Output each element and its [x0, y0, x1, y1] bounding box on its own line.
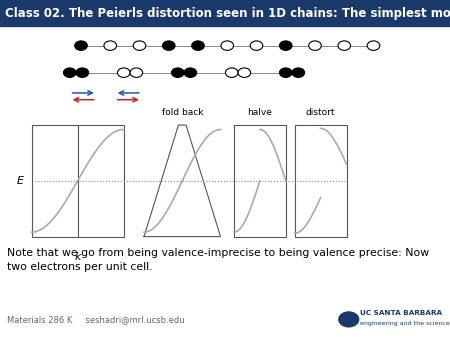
Text: Note that we go from being valence-imprecise to being valence precise: Now
two e: Note that we go from being valence-impre… — [7, 248, 429, 272]
Bar — [234, 125, 286, 237]
Text: distort: distort — [306, 107, 335, 117]
Circle shape — [279, 41, 292, 50]
Bar — [295, 125, 346, 237]
Circle shape — [75, 41, 87, 50]
Text: Class 02. The Peierls distortion seen in 1D chains: The simplest model for a gap: Class 02. The Peierls distortion seen in… — [5, 7, 450, 20]
Text: E: E — [17, 176, 24, 186]
Circle shape — [292, 68, 305, 77]
Circle shape — [63, 68, 76, 77]
Bar — [32, 125, 124, 237]
Circle shape — [221, 41, 234, 50]
Circle shape — [338, 41, 351, 50]
Circle shape — [279, 68, 292, 77]
Circle shape — [250, 41, 263, 50]
Text: Materials 286 K     seshadri@mrl.ucsb.edu: Materials 286 K seshadri@mrl.ucsb.edu — [7, 315, 184, 324]
Text: UC SANTA BARBARA: UC SANTA BARBARA — [360, 310, 442, 316]
Circle shape — [130, 68, 143, 77]
Circle shape — [76, 68, 89, 77]
Text: fold back: fold back — [162, 107, 203, 117]
Text: k: k — [74, 252, 81, 262]
Text: halve: halve — [248, 107, 272, 117]
Circle shape — [339, 312, 359, 327]
Bar — [0, 0, 450, 26]
Text: engineering and the sciences: engineering and the sciences — [360, 321, 450, 326]
Circle shape — [171, 68, 184, 77]
Circle shape — [367, 41, 380, 50]
Circle shape — [309, 41, 321, 50]
Circle shape — [184, 68, 197, 77]
Circle shape — [192, 41, 204, 50]
Circle shape — [225, 68, 238, 77]
Circle shape — [238, 68, 251, 77]
Circle shape — [104, 41, 117, 50]
Circle shape — [117, 68, 130, 77]
Circle shape — [162, 41, 175, 50]
Circle shape — [133, 41, 146, 50]
